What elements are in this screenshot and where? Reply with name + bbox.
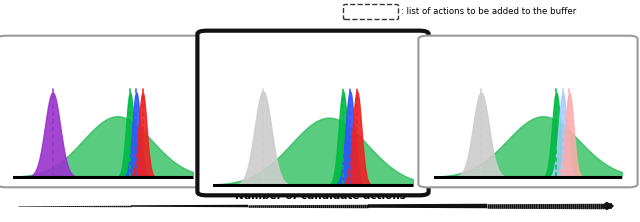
Text: ✓: ✓ bbox=[158, 61, 167, 71]
Text: ✓: ✓ bbox=[332, 59, 340, 69]
Text: ×: × bbox=[583, 59, 593, 73]
Text: ε-greedy replay buffer: ε-greedy replay buffer bbox=[47, 47, 159, 57]
FancyBboxPatch shape bbox=[344, 4, 399, 20]
Text: ✓: ✓ bbox=[351, 59, 360, 69]
Text: ✓: ✓ bbox=[120, 61, 129, 71]
FancyBboxPatch shape bbox=[327, 56, 383, 72]
Text: PQR replay buffer: PQR replay buffer bbox=[269, 42, 357, 52]
FancyBboxPatch shape bbox=[538, 58, 598, 74]
Text: DLTV replay buffer: DLTV replay buffer bbox=[482, 47, 574, 57]
Text: ✓: ✓ bbox=[370, 59, 379, 69]
Text: Number of candidate actions: Number of candidate actions bbox=[235, 191, 405, 201]
Text: ×: × bbox=[463, 59, 473, 73]
Text: : list of actions to be added to the buffer: : list of actions to be added to the buf… bbox=[401, 8, 576, 16]
Text: ✓: ✓ bbox=[139, 61, 148, 71]
Text: ×: × bbox=[244, 57, 254, 71]
Text: ✓: ✓ bbox=[41, 61, 50, 71]
Text: ×: × bbox=[563, 59, 573, 73]
Text: ✓: ✓ bbox=[543, 61, 552, 71]
FancyBboxPatch shape bbox=[35, 58, 172, 74]
